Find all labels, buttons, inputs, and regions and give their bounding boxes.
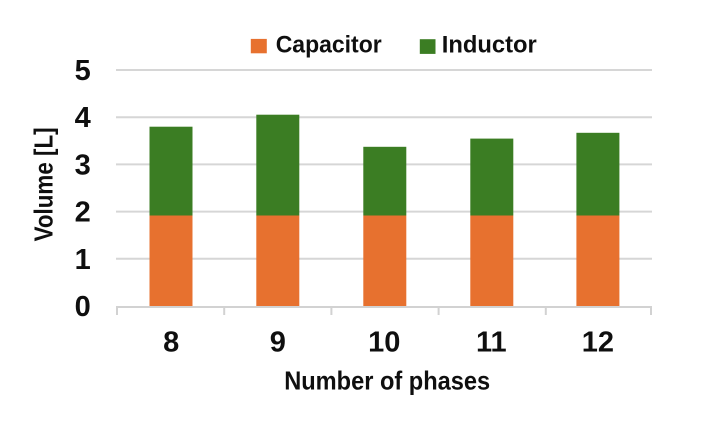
svg-text:8: 8 (163, 326, 179, 358)
svg-text:Number of phases: Number of phases (284, 366, 490, 396)
svg-text:4: 4 (75, 102, 91, 134)
svg-text:0: 0 (75, 291, 91, 323)
svg-text:12: 12 (582, 326, 614, 358)
svg-text:Inductor: Inductor (442, 31, 537, 58)
svg-text:Volume [L]: Volume [L] (29, 127, 59, 241)
svg-text:10: 10 (368, 326, 400, 358)
svg-text:3: 3 (75, 149, 91, 181)
svg-text:9: 9 (270, 326, 286, 358)
svg-text:1: 1 (75, 244, 91, 276)
svg-text:Capacitor: Capacitor (276, 31, 382, 58)
svg-text:5: 5 (75, 55, 91, 87)
svg-text:11: 11 (476, 326, 507, 358)
svg-text:2: 2 (75, 197, 91, 229)
